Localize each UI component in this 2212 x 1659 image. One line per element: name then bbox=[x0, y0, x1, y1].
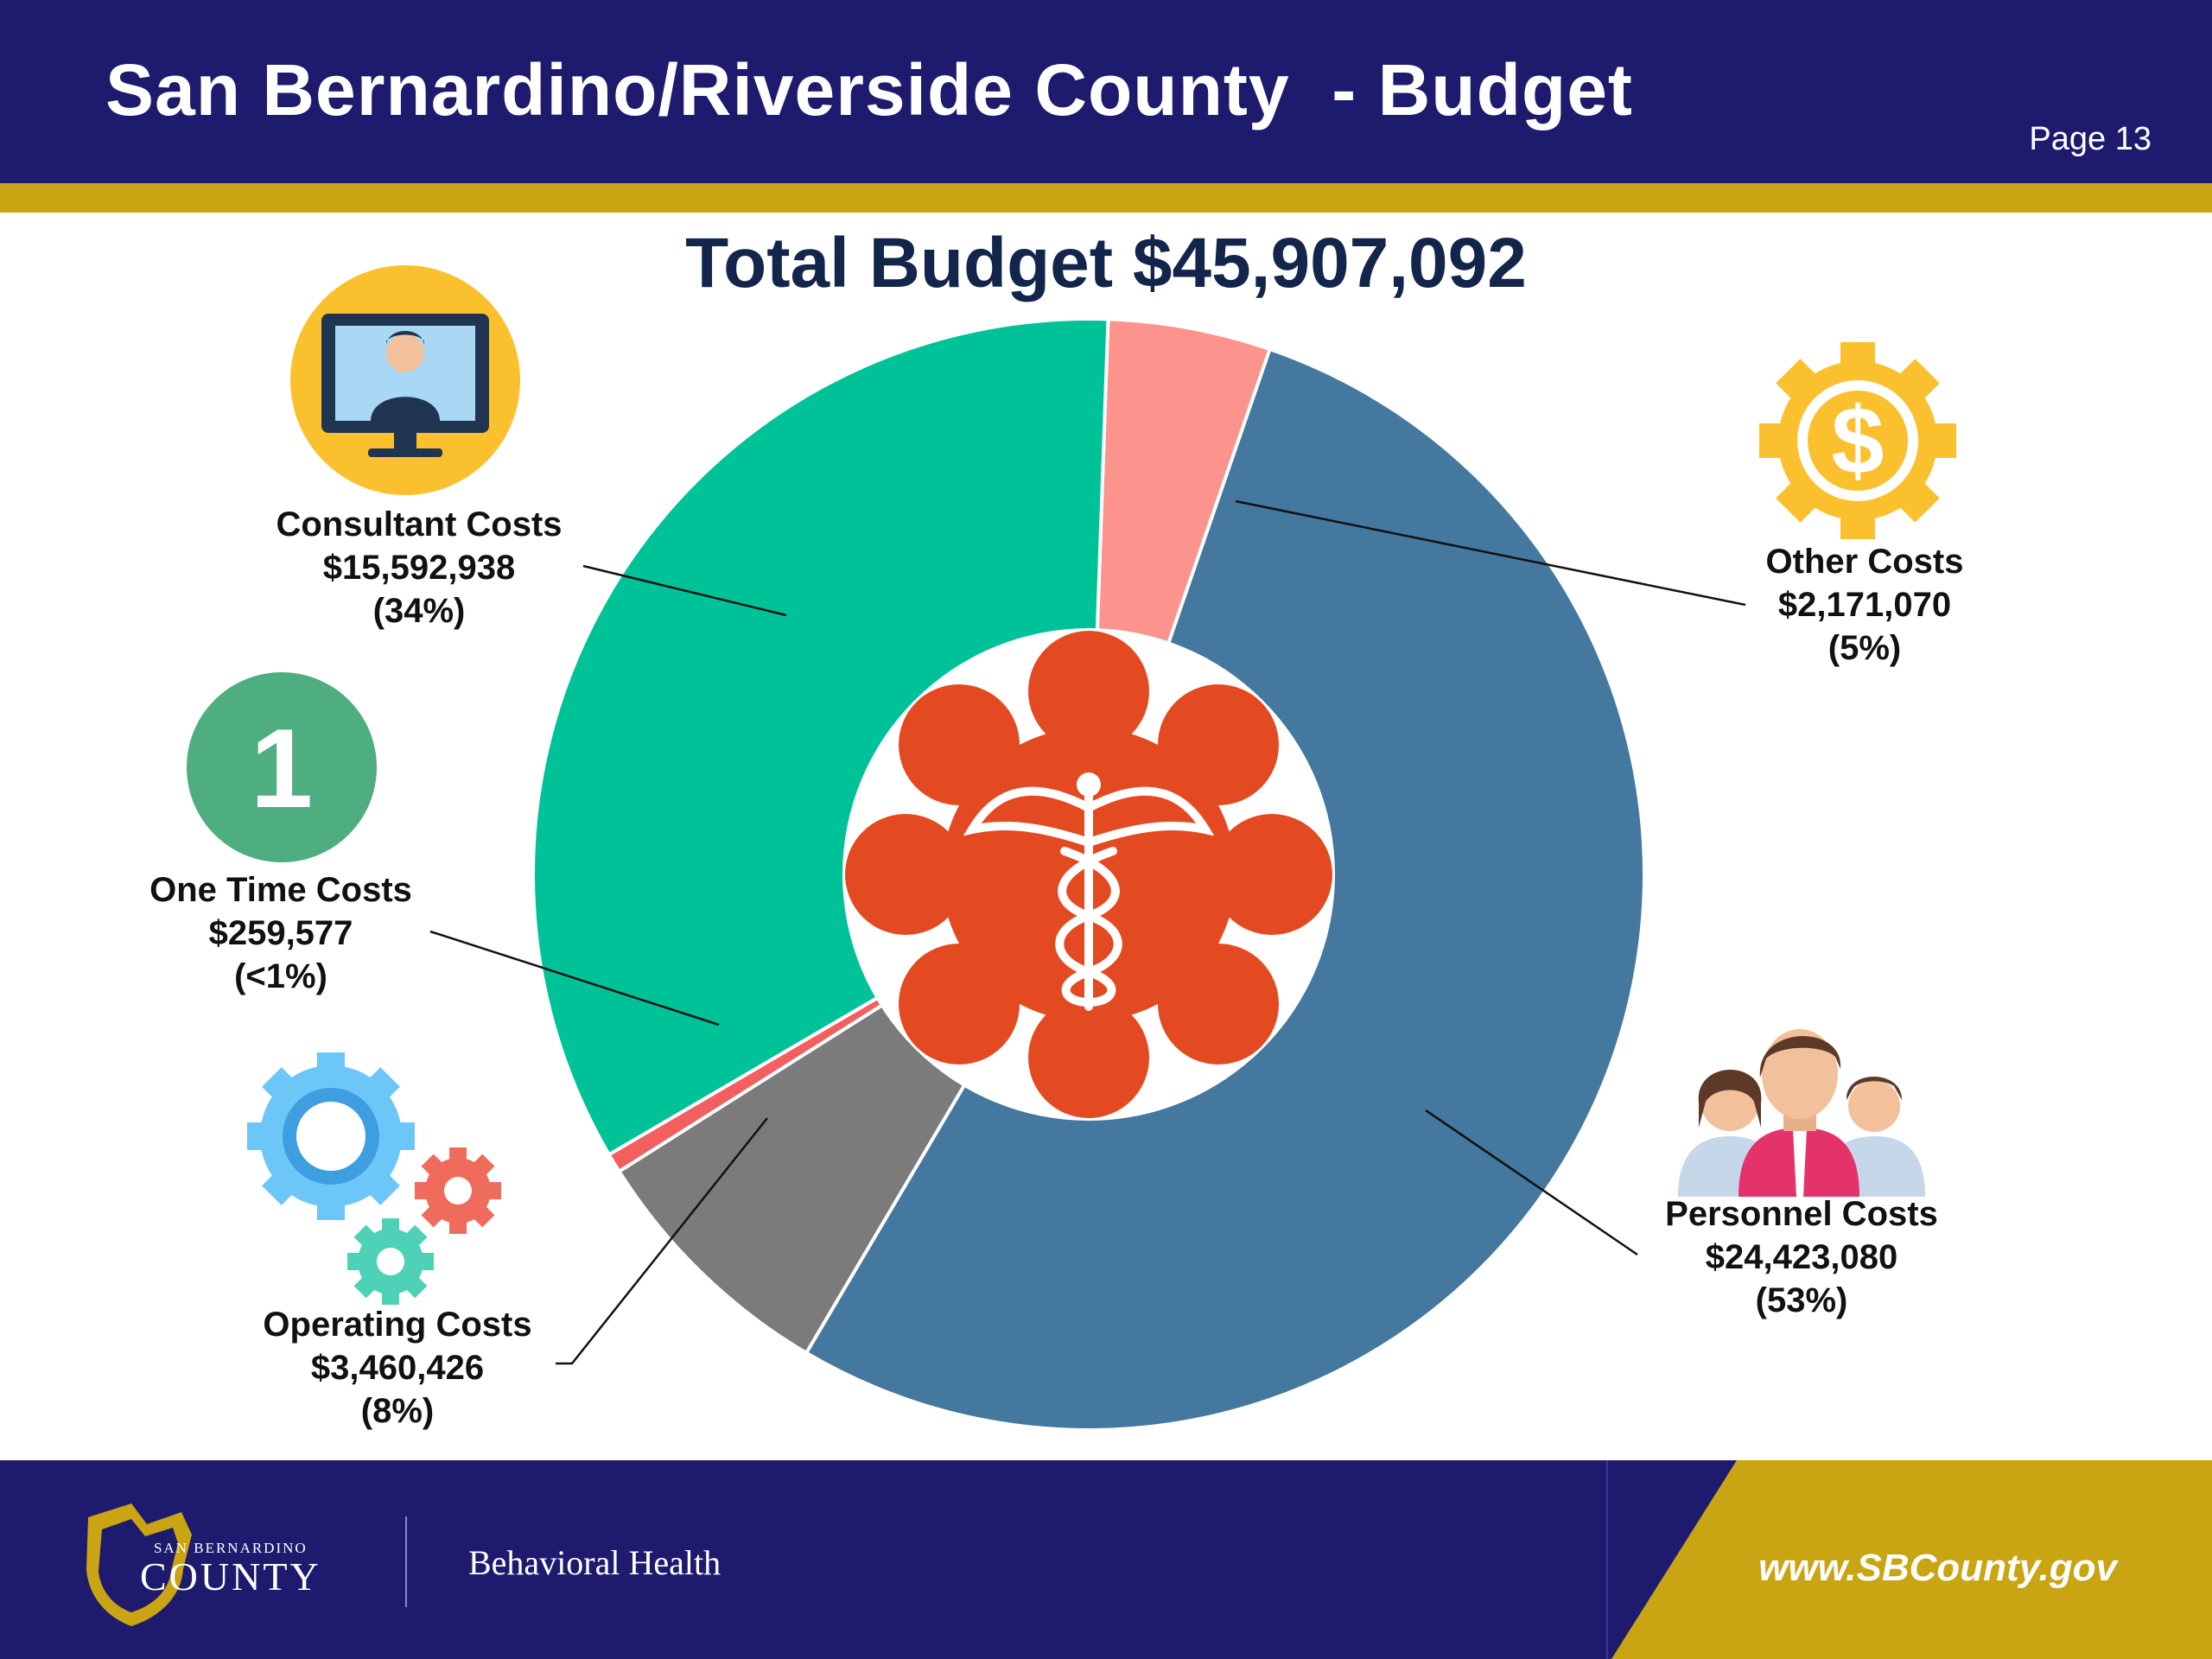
county-seal-icon bbox=[86, 1503, 192, 1626]
label-name: Consultant Costs bbox=[276, 505, 563, 543]
label-value: $3,460,426 bbox=[310, 1349, 485, 1387]
chart-title: Total Budget $45,907,092 bbox=[685, 224, 1527, 302]
leader-line-personnel bbox=[1425, 1109, 1638, 1256]
label-operating-costs: Operating Costs $3,460,426 (8%) bbox=[225, 1303, 570, 1433]
leader-line-other bbox=[1235, 499, 1746, 607]
label-percent: (<1%) bbox=[234, 957, 327, 995]
leader-line-operating bbox=[556, 1117, 768, 1365]
label-other-costs: Other Costs $2,171,070 (5%) bbox=[1692, 540, 2037, 670]
header-bar bbox=[0, 0, 2212, 183]
label-value: $2,171,070 bbox=[1777, 586, 1952, 624]
dollar-gear-icon: $ bbox=[1759, 342, 1956, 539]
label-percent: (53%) bbox=[1755, 1281, 1848, 1319]
svg-text:1: 1 bbox=[251, 705, 313, 831]
people-group-icon bbox=[1678, 1029, 1925, 1197]
county-logo-text: SAN BERNARDINO COUNTY bbox=[140, 1540, 321, 1597]
label-name: Other Costs bbox=[1765, 543, 1964, 581]
label-one-time-costs: One Time Costs $259,577 (<1%) bbox=[108, 868, 454, 998]
label-personnel-costs: Personnel Costs $24,423,080 (53%) bbox=[1629, 1192, 1974, 1322]
label-percent: (34%) bbox=[372, 592, 466, 630]
label-name: One Time Costs bbox=[149, 871, 412, 909]
label-percent: (8%) bbox=[360, 1392, 435, 1430]
label-percent: (5%) bbox=[1827, 629, 1902, 667]
label-name: Operating Costs bbox=[263, 1306, 532, 1344]
footer-gold-wedge bbox=[405, 1460, 2212, 1659]
svg-text:$: $ bbox=[1831, 388, 1884, 494]
department-name: Behavioral Health bbox=[468, 1543, 721, 1582]
label-value: $259,577 bbox=[208, 914, 353, 952]
page-number: Page 13 bbox=[2029, 121, 2152, 157]
page-title: San Bernardino/Riverside County - Budget bbox=[105, 49, 1633, 130]
label-consultant-costs: Consultant Costs $15,592,938 (34%) bbox=[246, 503, 592, 632]
label-value: $15,592,938 bbox=[322, 549, 516, 587]
computer-user-icon bbox=[290, 265, 520, 495]
label-name: Personnel Costs bbox=[1665, 1195, 1938, 1233]
label-value: $24,423,080 bbox=[1705, 1238, 1898, 1276]
caduceus-medical-star-icon bbox=[842, 628, 1335, 1121]
county-logo-top: SAN BERNARDINO bbox=[153, 1540, 308, 1556]
number-one-badge-icon: 1 bbox=[187, 672, 377, 862]
leader-line-one-time bbox=[429, 930, 720, 1027]
website-link[interactable]: www.SBCounty.gov bbox=[1758, 1547, 2117, 1589]
header-gold-band bbox=[0, 183, 2212, 213]
gears-icon bbox=[247, 1052, 501, 1305]
leader-line-consultant bbox=[582, 564, 787, 617]
county-logo-main: COUNTY bbox=[140, 1554, 321, 1599]
